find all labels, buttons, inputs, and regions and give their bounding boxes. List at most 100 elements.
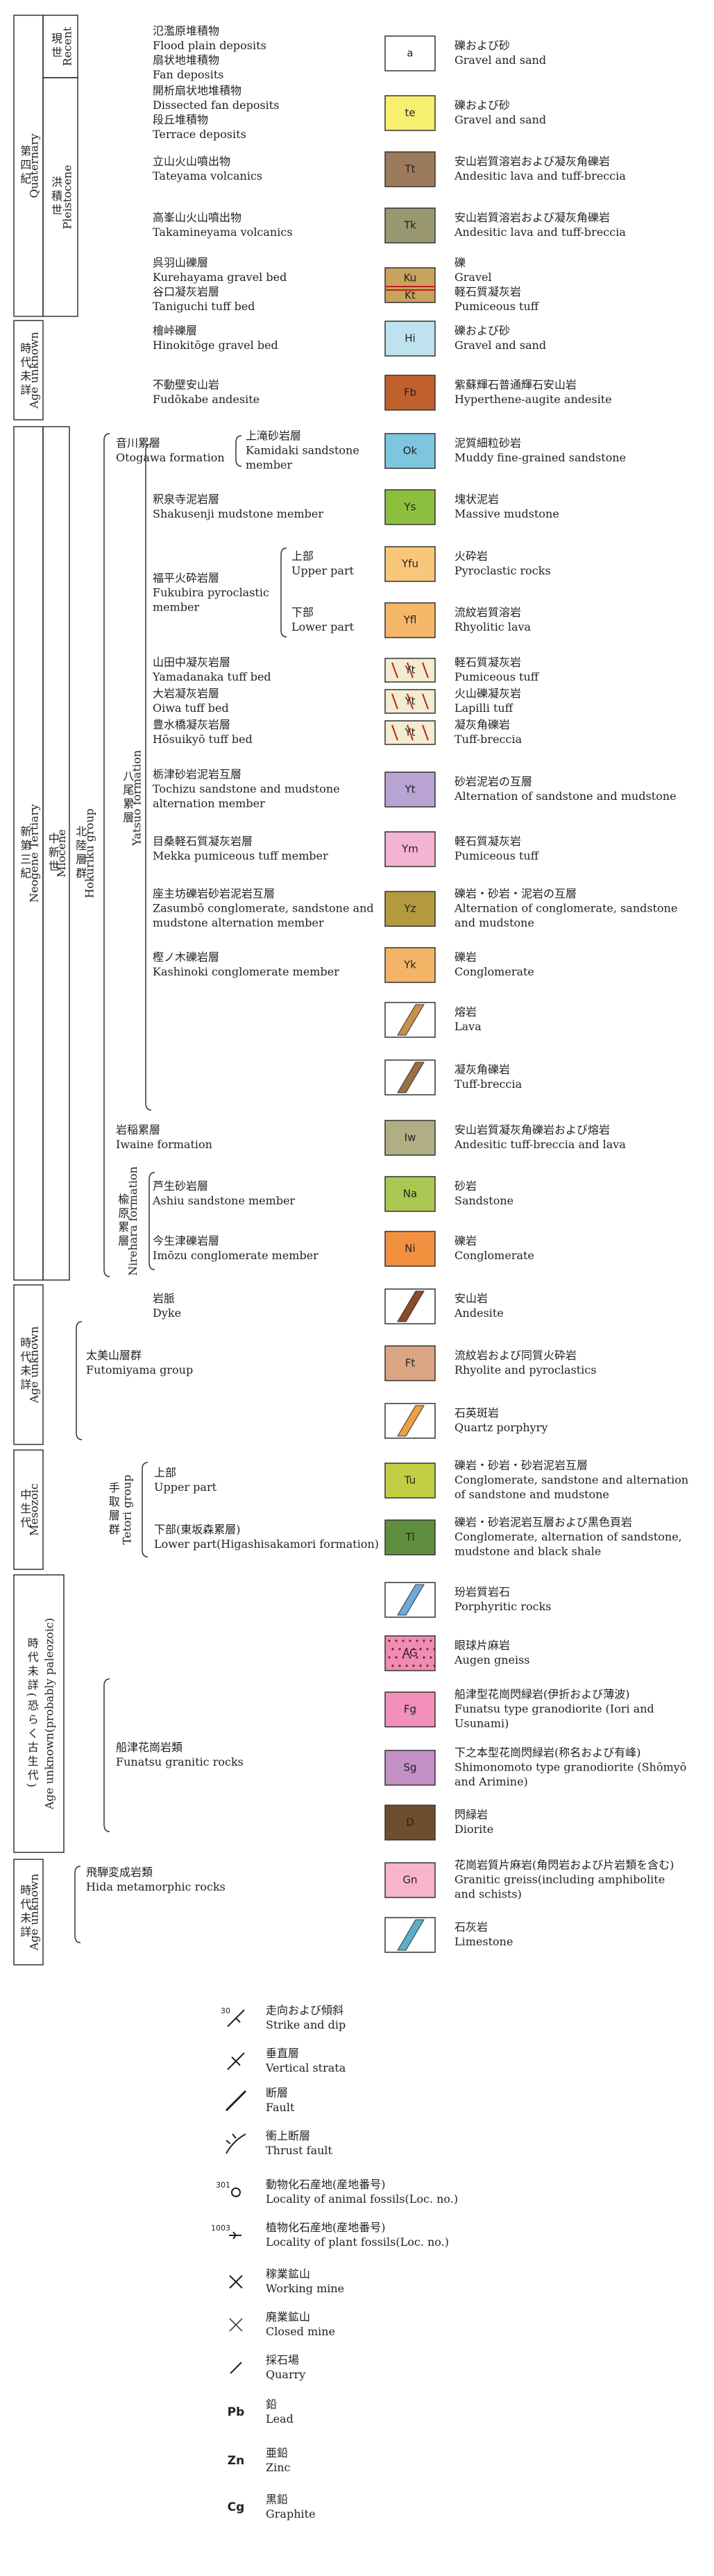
unit-description: Rhyolite and pyroclastics [454, 1363, 597, 1376]
symbol-label: 垂直層 [266, 2047, 299, 2060]
era-name-en: Recent [61, 26, 74, 66]
unit-name: Fudōkabe andesite [153, 393, 260, 406]
era-name: 新第三紀 [18, 826, 31, 881]
unit-description: 安山岩 [454, 1292, 488, 1305]
unit-description: Gravel and sand [454, 339, 546, 352]
unit-code: a [407, 47, 413, 60]
unit-box [384, 321, 436, 357]
unit-hatch [391, 724, 398, 741]
unit-description: Andesitic lava and tuff-breccia [454, 225, 626, 239]
group-name: 岩稲累層 [116, 1123, 160, 1136]
unit-box [384, 891, 436, 927]
unit-hatch [422, 693, 429, 710]
group-name: Iwaine formation [116, 1138, 212, 1151]
unit-code: Hi [405, 332, 415, 345]
unit-box [384, 95, 436, 131]
symbol-label: 黒鉛 [266, 2493, 288, 2506]
unit-code: Ni [405, 1243, 415, 1255]
unit-name: 立山火山噴出物 [153, 155, 230, 168]
unit-description: 安山岩質凝灰角礫岩および熔岩 [454, 1123, 610, 1136]
unit-description: Usunami) [454, 1717, 509, 1730]
era-frame [13, 1284, 44, 1445]
unit-strip [397, 1919, 425, 1951]
unit-code: Iw [405, 1132, 416, 1144]
unit-code: Fg [404, 1703, 416, 1716]
unit-hatch [407, 693, 414, 710]
unit-name: 釈泉寺泥岩層 [153, 493, 219, 506]
unit-code: Ys [404, 501, 416, 513]
unit-hatch [422, 662, 429, 679]
symbol-label: 鉛 [266, 2398, 277, 2411]
symbol-label: Graphite [266, 2507, 316, 2520]
symbol-label: Closed mine [266, 2325, 335, 2338]
unit-name: Upper part [154, 1481, 217, 1494]
unit-dot [391, 1648, 394, 1650]
unit-description: 軽石質凝灰岩 [454, 835, 521, 848]
unit-description: Pumiceous tuff [454, 849, 540, 862]
era-name-en: Quaternary [28, 133, 41, 198]
era-name-en: Tetori group [120, 1475, 133, 1545]
unit-name: Tochizu sandstone and mudstone [153, 783, 340, 796]
era-name: 現世 [49, 33, 62, 60]
unit-description: Augen gneiss [454, 1653, 530, 1666]
unit-description: 下之本型花崗閃緑岩(称名および有峰) [454, 1746, 641, 1759]
unit-description: 礫岩・砂岩・泥岩の互層 [454, 887, 577, 901]
brace [74, 1866, 81, 1943]
unit-name: Shakusenji mudstone member [153, 507, 323, 520]
unit-dot [426, 1648, 429, 1650]
unit-description: Diorite [454, 1823, 493, 1836]
unit-code: Yt [404, 726, 415, 739]
unit-name: Lower part(Higashisakamori formation) [154, 1537, 379, 1551]
unit-description: Muddy fine-grained sandstone [454, 451, 626, 464]
unit-hatch [391, 662, 398, 679]
unit-box [384, 35, 436, 71]
unit-description: 石英斑岩 [454, 1406, 499, 1419]
brace [148, 1172, 155, 1270]
unit-name: Lower part [291, 620, 355, 633]
era-name: 楡原累層 [116, 1193, 129, 1249]
brace [103, 433, 110, 1277]
unit-name: 下部 [291, 606, 314, 619]
unit-description: Gravel and sand [454, 113, 546, 126]
vertical-strata-icon [227, 2052, 245, 2070]
unit-hatch [407, 662, 414, 679]
unit-hatch [391, 693, 398, 710]
unit-box [384, 720, 436, 745]
symbol-label: Locality of plant fossils(Loc. no.) [266, 2235, 449, 2249]
unit-description: 砂岩 [454, 1179, 477, 1193]
group-name: 音川累層 [116, 436, 160, 450]
unit-dot [398, 1664, 401, 1667]
unit-description: 石灰岩 [454, 1920, 488, 1934]
group-name: Funatsu granitic rocks [116, 1755, 244, 1768]
era-name-en: Age unknown [28, 1327, 41, 1404]
unit-name: 今生津礫岩層 [153, 1234, 219, 1247]
unit-description: 礫岩 [454, 1234, 477, 1247]
unit-name: Takamineyama volcanics [153, 225, 293, 239]
unit-box [384, 1462, 436, 1499]
symbol-tag: 1003 [211, 2224, 230, 2233]
unit-name: Taniguchi tuff bed [153, 300, 255, 313]
era-name: 北陸層群 [74, 826, 87, 881]
unit-dot [412, 1648, 415, 1650]
era-name: 中生代 [18, 1489, 31, 1530]
unit-code: Tu [404, 1474, 416, 1487]
unit-description: Andesite [454, 1306, 504, 1320]
era-name-en: Age unknown [28, 332, 41, 409]
unit-description: Gravel and sand [454, 53, 546, 67]
unit-dot [395, 1639, 398, 1642]
symbol-label: 動物化石産地(産地番号) [266, 2178, 386, 2191]
unit-name: 不動壁安山岩 [153, 378, 219, 391]
unit-description: Pumiceous tuff [454, 300, 540, 313]
unit-description: 花崗岩質片麻岩(角閃岩および片岩類を含む) [454, 1859, 674, 1872]
unit-box [384, 1519, 436, 1555]
unit-box [384, 1750, 436, 1786]
brace [280, 547, 287, 638]
plant-fossil-icon [229, 2231, 241, 2240]
symbol-label: 稼業鉱山 [266, 2267, 310, 2280]
era-frame [13, 1449, 44, 1570]
group-name: 船津花崗岩類 [116, 1741, 182, 1754]
unit-code: Ft [405, 1357, 416, 1370]
unit-description: 礫岩 [454, 950, 477, 964]
unit-name: 高峯山火山噴出物 [153, 211, 241, 224]
